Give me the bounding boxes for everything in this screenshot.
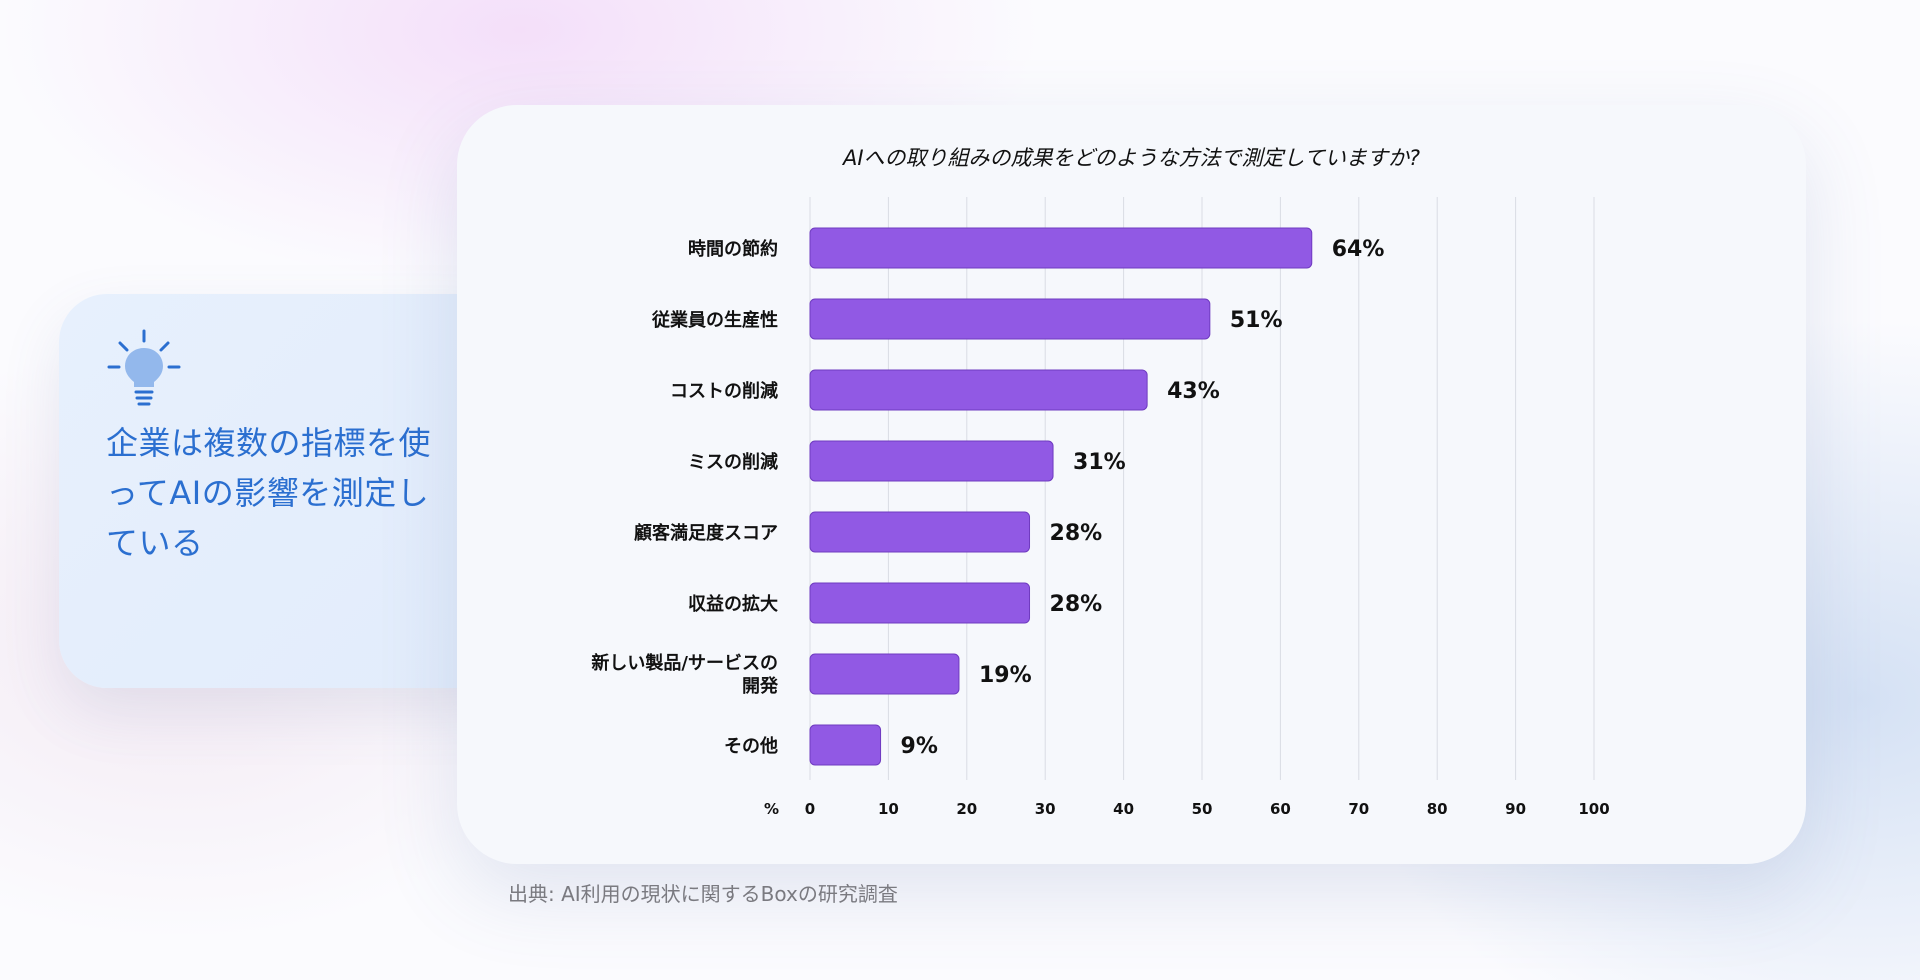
x-tick-label: 50 <box>1192 800 1213 818</box>
category-label: その他 <box>724 735 778 757</box>
bar <box>809 369 1148 411</box>
bar <box>809 298 1211 340</box>
chart-title: AIへの取り組みの成果をどのような方法で測定していますか? <box>842 146 1421 170</box>
value-label: 9% <box>901 734 938 759</box>
x-tick-label: 70 <box>1348 800 1369 818</box>
source-note: 出典: AI利用の現状に関するBoxの研究調査 <box>508 882 898 906</box>
lightbulb-icon <box>107 329 181 406</box>
bar <box>809 582 1031 624</box>
x-tick-label: 20 <box>956 800 977 818</box>
category-label: ミスの削減 <box>688 451 778 473</box>
x-tick-label: 40 <box>1113 800 1134 818</box>
value-label: 64% <box>1332 237 1385 262</box>
category-label: 顧客満足度スコア <box>634 522 778 544</box>
value-label: 28% <box>1050 521 1103 546</box>
x-axis-ticks: 0 10 20 30 40 50 60 70 80 90 100% <box>764 800 1610 818</box>
category-label: コストの削減 <box>670 380 778 402</box>
x-tick-label: 100 <box>1578 800 1609 818</box>
category-label: 従業員の生産性 <box>651 309 778 331</box>
x-tick-label: 10 <box>878 800 899 818</box>
x-tick-label: 0 <box>805 800 815 818</box>
bar <box>809 511 1031 553</box>
x-axis-label: % <box>764 800 779 818</box>
value-labels: 64% 51% 43% 31% 28% 28% 19% 9% <box>901 237 1385 759</box>
bar <box>809 227 1313 269</box>
bar <box>809 653 960 695</box>
callout-text: 企業は複数の指標を使ってAIの影響を測定している <box>106 424 432 562</box>
category-label: 収益の拡大 <box>688 593 778 615</box>
category-label: 時間の節約 <box>688 238 778 260</box>
value-label: 19% <box>979 663 1032 688</box>
bar <box>809 440 1054 482</box>
x-tick-label: 30 <box>1035 800 1056 818</box>
x-tick-label: 80 <box>1427 800 1448 818</box>
value-label: 43% <box>1167 379 1220 404</box>
category-labels: 時間の節約従業員の生産性コストの削減ミスの削減顧客満足度スコア収益の拡大新しい製… <box>591 238 779 757</box>
x-tick-label: 60 <box>1270 800 1291 818</box>
value-label: 28% <box>1050 592 1103 617</box>
value-label: 31% <box>1073 450 1126 475</box>
bars <box>809 227 1313 766</box>
value-label: 51% <box>1230 308 1283 333</box>
category-label: 新しい製品/サービスの開発 <box>591 652 779 697</box>
x-tick-label: 90 <box>1505 800 1526 818</box>
bar <box>809 724 882 766</box>
